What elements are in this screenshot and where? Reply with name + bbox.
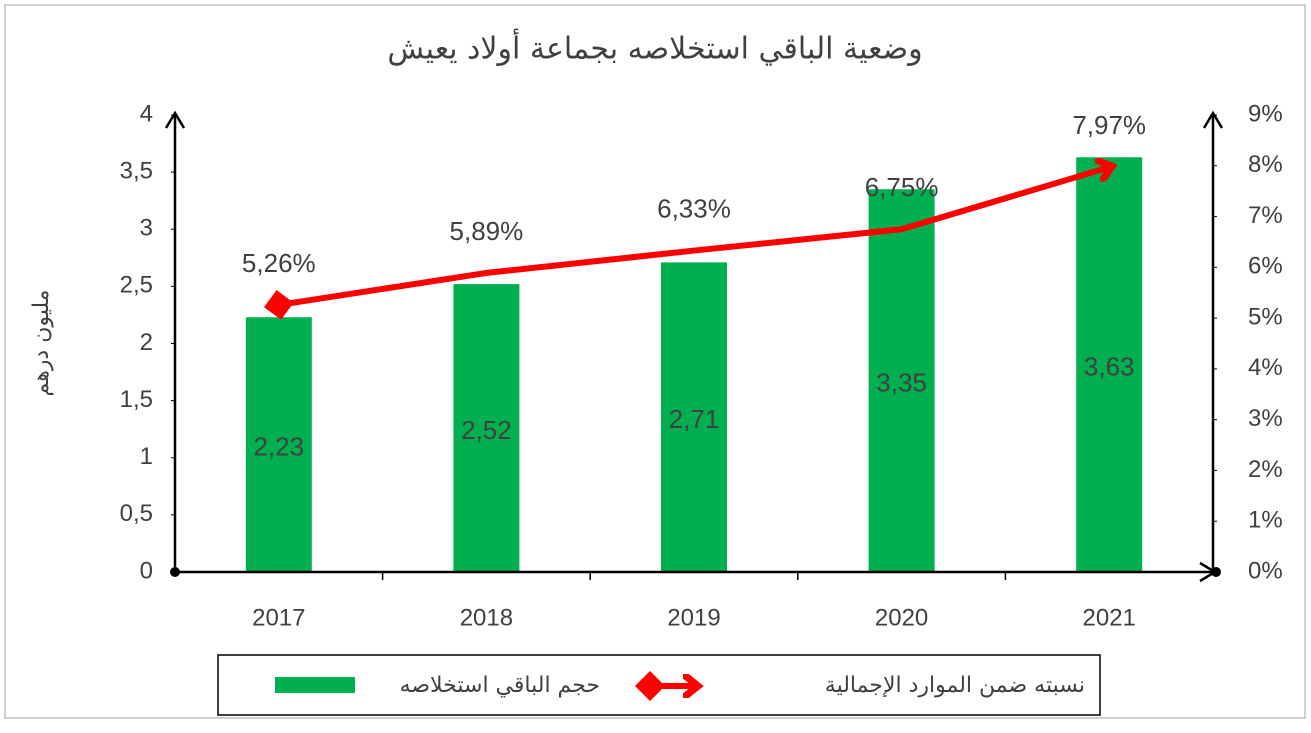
y-tick-label: 2 (140, 329, 153, 356)
y2-tick-label: 1% (1248, 507, 1283, 534)
y2-tick-label: 5% (1248, 303, 1283, 330)
y2-tick-label: 6% (1248, 253, 1283, 280)
bar-value-label: 3,35 (876, 368, 927, 398)
y2-tick-label: 8% (1248, 151, 1283, 178)
y2-tick-label: 9% (1248, 100, 1283, 127)
y-tick-label: 1,5 (120, 386, 153, 413)
line-value-label: 5,89% (450, 216, 524, 246)
legend-label: نسبته ضمن الموارد الإجمالية (825, 673, 1085, 698)
chart-title: وضعية الباقي استخلاصه بجماعة أولاد يعيش (387, 28, 922, 67)
line (279, 167, 1109, 305)
y2-tick-label: 2% (1248, 456, 1283, 483)
y2-tick-label: 0% (1248, 557, 1283, 584)
legend-swatch (275, 677, 355, 693)
y-tick-label: 4 (140, 100, 153, 127)
y-tick-label: 2,5 (120, 272, 153, 299)
axis-dot (170, 567, 180, 577)
y2-tick-label: 4% (1248, 354, 1283, 381)
y2-axis-arrow (1202, 110, 1224, 129)
y-tick-label: 3,5 (120, 157, 153, 184)
line-value-label: 6,33% (657, 193, 731, 223)
x-tick-label: 2017 (252, 604, 305, 631)
x-tick-label: 2018 (460, 604, 513, 631)
y2-tick-label: 7% (1248, 202, 1283, 229)
y2-tick-label: 3% (1248, 405, 1283, 432)
y-tick-label: 0 (140, 557, 153, 584)
y-axis-arrow (164, 110, 186, 129)
y-tick-label: 3 (140, 215, 153, 242)
legend-label: حجم الباقي استخلاصه (400, 673, 600, 698)
y-tick-label: 1 (140, 443, 153, 470)
bar-value-label: 2,52 (461, 415, 512, 445)
bar (245, 317, 312, 572)
x-tick-label: 2020 (875, 604, 928, 631)
line-value-label: 5,26% (242, 248, 316, 278)
bar-value-label: 3,63 (1084, 352, 1135, 382)
x-tick-label: 2019 (667, 604, 720, 631)
y-tick-label: 0,5 (120, 500, 153, 527)
bar (453, 284, 520, 572)
line-value-label: 7,97% (1072, 110, 1146, 140)
line-value-label: 6,75% (865, 172, 939, 202)
y-axis-label: مليون درهم (29, 290, 54, 397)
x-tick-label: 2021 (1083, 604, 1136, 631)
bar-value-label: 2,23 (253, 431, 304, 461)
bar-value-label: 2,71 (669, 404, 720, 434)
axis-dot (1211, 567, 1221, 577)
